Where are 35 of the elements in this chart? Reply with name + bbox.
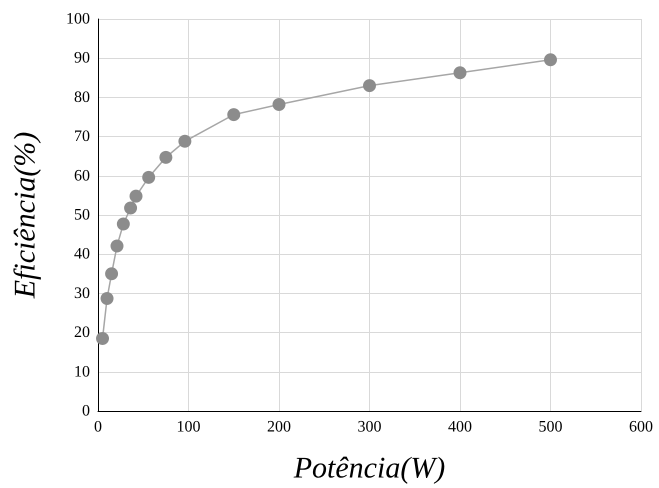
y-tick-label: 20	[74, 324, 90, 342]
point	[178, 134, 192, 148]
y-tick-label: 100	[66, 10, 90, 28]
point	[105, 267, 118, 280]
x-tick-label: 300	[358, 418, 382, 436]
point	[363, 79, 376, 92]
y-tick-label: 50	[74, 206, 90, 224]
y-axis-title: Eficiência(%)	[8, 132, 42, 300]
x-tick-label: 600	[629, 418, 653, 436]
x-tick-label: 0	[94, 418, 102, 436]
point	[142, 170, 156, 184]
x-tick-label: 500	[538, 418, 562, 436]
point	[130, 190, 143, 203]
y-tick-label: 60	[74, 167, 90, 184]
point	[544, 53, 557, 66]
y-tick-label: 0	[82, 402, 90, 420]
point	[454, 66, 466, 80]
y-tick-label: 80	[74, 88, 90, 106]
x-tick-label: 200	[267, 418, 291, 436]
point	[96, 332, 110, 345]
x-axis-title: Potência(W)	[292, 452, 446, 484]
point	[159, 150, 172, 164]
point	[227, 108, 240, 122]
y-tick-label: 40	[74, 246, 90, 263]
point	[116, 218, 130, 231]
point	[124, 201, 138, 214]
point	[100, 292, 114, 305]
y-tick-label: 90	[74, 50, 90, 67]
y-tick-label: 10	[74, 363, 90, 380]
y-tick-label: 30	[74, 284, 90, 302]
point	[272, 98, 286, 111]
x-tick-label: 400	[448, 418, 472, 436]
y-tick-label: 70	[74, 128, 90, 146]
point	[110, 239, 124, 252]
x-tick-label: 100	[176, 418, 200, 436]
